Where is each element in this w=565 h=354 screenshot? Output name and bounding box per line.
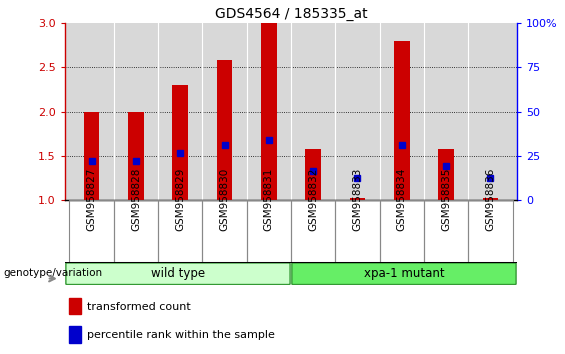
Text: GSM958828: GSM958828 [131, 167, 141, 231]
Text: transformed count: transformed count [86, 302, 190, 312]
Bar [247, 200, 291, 262]
Text: wild type: wild type [151, 267, 205, 280]
Bar [69, 297, 81, 314]
FancyBboxPatch shape [292, 263, 516, 285]
Bar [114, 200, 158, 262]
Bar [69, 326, 81, 343]
Bar [291, 200, 335, 262]
Text: GSM958827: GSM958827 [86, 167, 97, 231]
Bar [394, 41, 410, 200]
Text: xpa-1 mutant: xpa-1 mutant [364, 267, 444, 280]
FancyBboxPatch shape [66, 263, 290, 285]
Bar [202, 200, 247, 262]
Bar [261, 23, 277, 200]
Text: genotype/variation: genotype/variation [3, 268, 102, 278]
Title: GDS4564 / 185335_at: GDS4564 / 185335_at [215, 7, 367, 21]
Text: percentile rank within the sample: percentile rank within the sample [86, 330, 275, 341]
Bar [158, 200, 202, 262]
Text: GSM958831: GSM958831 [264, 167, 274, 231]
Bar [69, 200, 114, 262]
Text: GSM958835: GSM958835 [441, 167, 451, 231]
Text: GSM958832: GSM958832 [308, 167, 318, 231]
Bar [305, 149, 321, 200]
Bar [380, 200, 424, 262]
Bar [172, 85, 188, 200]
Text: GSM958829: GSM958829 [175, 167, 185, 231]
Bar [128, 112, 144, 200]
Bar [335, 200, 380, 262]
Text: GSM958830: GSM958830 [220, 168, 229, 231]
Bar [468, 200, 512, 262]
Text: GSM958833: GSM958833 [353, 167, 362, 231]
Bar [350, 198, 365, 200]
Bar [483, 198, 498, 200]
Text: GSM958836: GSM958836 [485, 167, 496, 231]
Bar [84, 112, 99, 200]
Bar [438, 149, 454, 200]
Bar [217, 60, 232, 200]
Text: GSM958834: GSM958834 [397, 167, 407, 231]
Bar [424, 200, 468, 262]
